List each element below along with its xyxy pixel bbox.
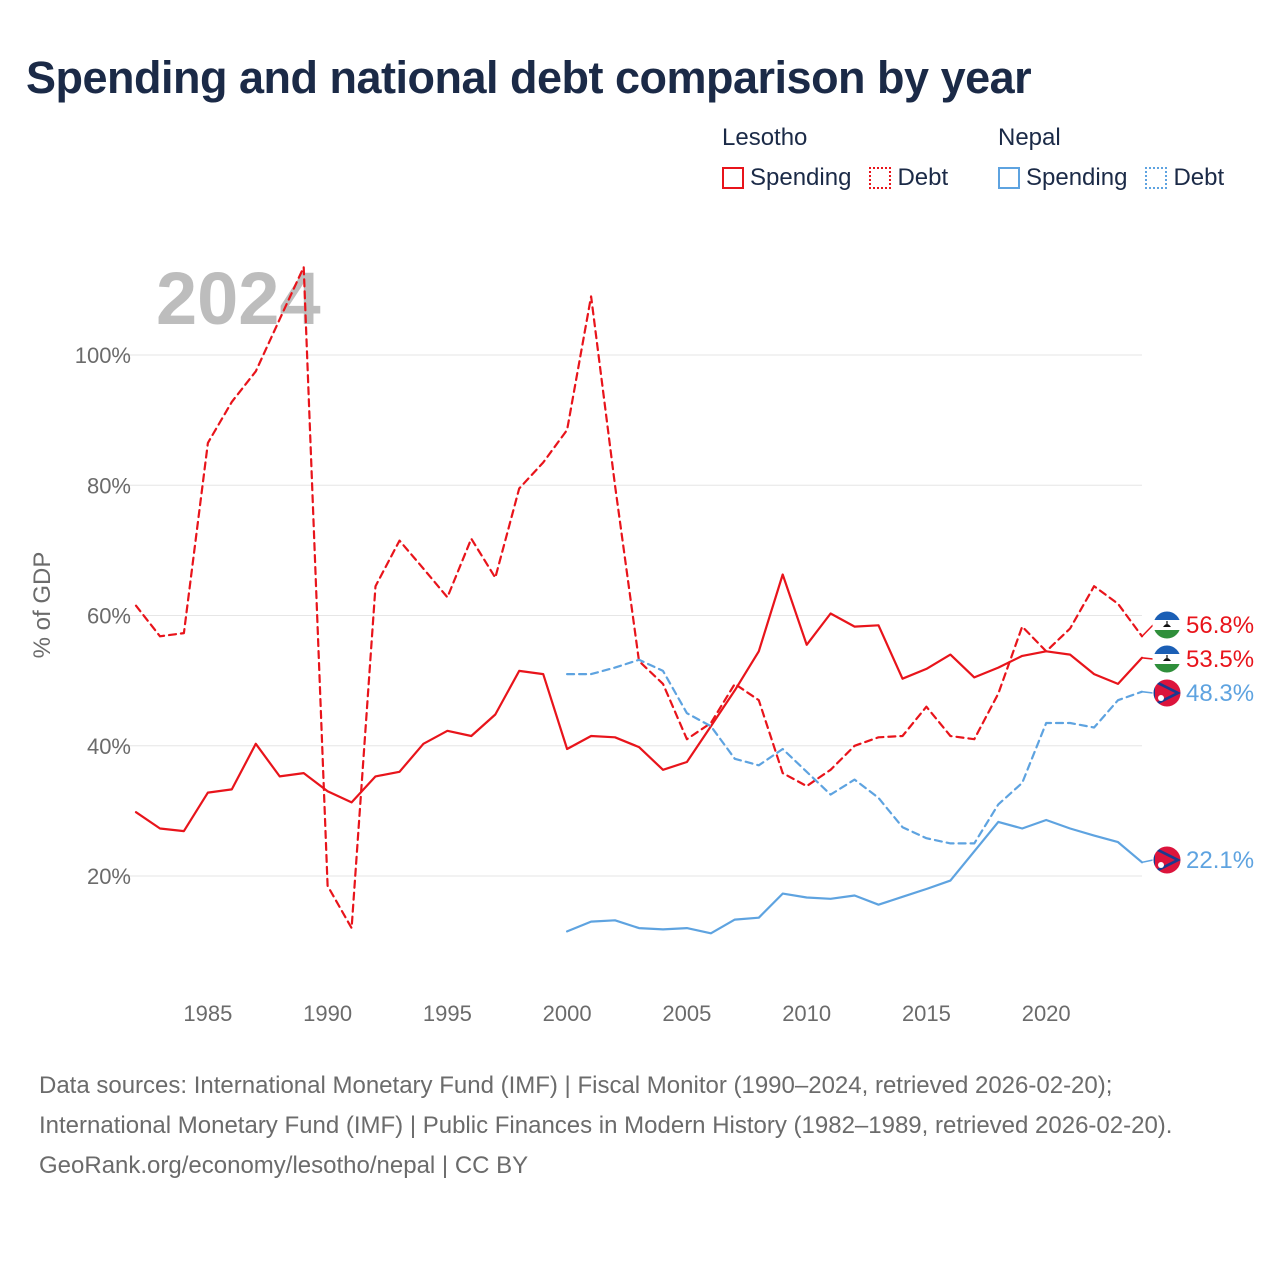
solid-swatch-icon bbox=[722, 167, 744, 189]
grid-lines bbox=[120, 354, 1142, 877]
end-value-label: 22.1% bbox=[1186, 847, 1254, 874]
legend-group-nepal: Nepal Spending Debt bbox=[998, 124, 1224, 192]
legend-label: Debt bbox=[897, 164, 949, 191]
legend-item-nepal-spending[interactable]: Spending bbox=[998, 164, 1127, 192]
legend-item-lesotho-spending[interactable]: Spending bbox=[722, 164, 851, 192]
y-tick-label: 40% bbox=[87, 734, 131, 759]
x-tick-label: 2005 bbox=[662, 1001, 711, 1026]
legend-label: Spending bbox=[750, 164, 852, 191]
x-tick-label: 2020 bbox=[1022, 1001, 1071, 1026]
year-watermark: 2024 bbox=[156, 257, 321, 340]
end-value-label: 53.5% bbox=[1186, 646, 1254, 673]
legend-country-lesotho: Lesotho bbox=[722, 124, 808, 151]
series-line-lesotho-debt[interactable] bbox=[134, 266, 1144, 930]
legend-label: Debt bbox=[1173, 164, 1225, 191]
end-markers: 56.8% 53.5% 48.3% 22.1% bbox=[1141, 610, 1254, 875]
line-chart: 2024 20% 40% 60% 80% 100% 1985 1990 1995 2000 20… bbox=[29, 257, 1254, 1026]
data-sources: Data sources: International Monetary Fun… bbox=[39, 1072, 1173, 1139]
y-tick-label: 60% bbox=[87, 604, 131, 629]
legend-label: Spending bbox=[1026, 164, 1128, 191]
y-axis-ticks: 20% 40% 60% 80% 100% bbox=[75, 343, 131, 889]
nepal-flag-icon bbox=[1152, 845, 1182, 875]
series-lines bbox=[134, 266, 1144, 935]
lesotho-flag-icon bbox=[1152, 610, 1182, 640]
legend-item-nepal-debt[interactable]: Debt bbox=[1145, 164, 1224, 192]
end-value-label: 56.8% bbox=[1186, 612, 1254, 639]
solid-swatch-icon bbox=[998, 167, 1020, 189]
series-line-nepal-spending[interactable] bbox=[565, 818, 1144, 935]
end-value-label: 48.3% bbox=[1186, 680, 1254, 707]
x-tick-label: 1995 bbox=[423, 1001, 472, 1026]
series-line-nepal-debt[interactable] bbox=[565, 658, 1144, 845]
x-tick-label: 2015 bbox=[902, 1001, 951, 1026]
x-tick-label: 1985 bbox=[183, 1001, 232, 1026]
y-tick-label: 100% bbox=[75, 343, 131, 368]
y-tick-label: 20% bbox=[87, 864, 131, 889]
x-tick-label: 1990 bbox=[303, 1001, 352, 1026]
end-connector bbox=[1141, 690, 1154, 694]
end-connector bbox=[1141, 859, 1154, 864]
footer: Data sources: International Monetary Fun… bbox=[39, 1066, 1239, 1186]
nepal-flag-icon bbox=[1152, 678, 1182, 708]
legend-group-lesotho: Lesotho Spending Debt bbox=[722, 124, 948, 192]
legend-country-nepal: Nepal bbox=[998, 124, 1061, 151]
lesotho-flag-icon bbox=[1152, 644, 1182, 674]
credit-link[interactable]: GeoRank.org/economy/lesotho/nepal | CC B… bbox=[39, 1152, 529, 1179]
x-axis-ticks: 1985 1990 1995 2000 2005 2010 2015 2020 bbox=[183, 1001, 1070, 1026]
chart-title: Spending and national debt comparison by… bbox=[26, 52, 1032, 103]
end-connector bbox=[1141, 657, 1154, 660]
y-tick-label: 80% bbox=[87, 473, 131, 498]
x-tick-label: 2000 bbox=[543, 1001, 592, 1026]
y-axis-label: % of GDP bbox=[29, 552, 56, 659]
series-line-lesotho-spending[interactable] bbox=[134, 573, 1144, 833]
dotted-swatch-icon bbox=[1145, 167, 1168, 189]
legend-item-lesotho-debt[interactable]: Debt bbox=[869, 164, 948, 192]
end-connector bbox=[1141, 624, 1154, 637]
dotted-swatch-icon bbox=[869, 167, 892, 189]
x-tick-label: 2010 bbox=[782, 1001, 831, 1026]
